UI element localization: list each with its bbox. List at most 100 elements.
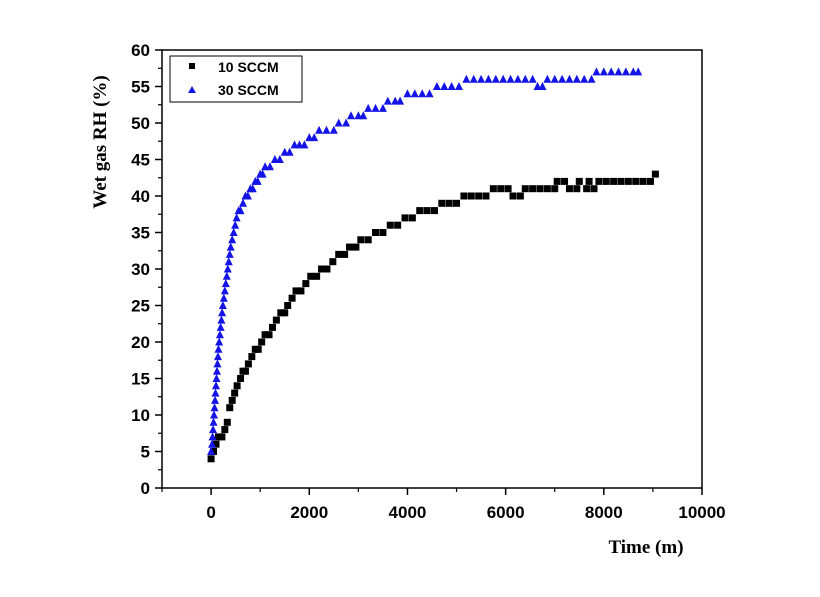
data-point-triangle (614, 67, 623, 76)
data-point-triangle (396, 96, 405, 105)
y-tick-labels: 0 5 10 15 20 25 30 35 40 45 50 55 60 (131, 41, 150, 498)
data-point-square (646, 177, 654, 185)
data-point-square (453, 199, 461, 207)
data-point-square (223, 418, 231, 426)
y-tick-label: 45 (131, 151, 150, 170)
data-point-triangle (225, 249, 234, 258)
data-point-triangle (462, 74, 471, 83)
data-point-triangle (236, 206, 245, 215)
data-point-square (210, 448, 218, 455)
data-point-triangle (432, 82, 441, 90)
data-point-square (408, 214, 416, 222)
data-point-square (482, 192, 490, 200)
data-point-triangle (469, 74, 478, 83)
data-point-triangle (258, 169, 267, 178)
data-point-triangle (215, 337, 224, 346)
data-point-triangle (300, 140, 309, 149)
data-point-triangle (334, 118, 343, 127)
y-tick-label: 40 (131, 187, 150, 206)
plot-frame (161, 49, 703, 489)
data-point-square (575, 177, 583, 185)
data-point-square (341, 250, 349, 258)
data-point-triangle (621, 67, 630, 76)
data-point-square (475, 192, 483, 200)
data-point-triangle (447, 82, 456, 90)
data-point-square (268, 323, 276, 331)
x-tick-label: 2000 (290, 503, 328, 522)
data-point-triangle (212, 381, 220, 390)
x-tick-label: 0 (206, 503, 215, 522)
data-point-triangle (378, 103, 387, 112)
x-tick-label: 10000 (678, 503, 725, 522)
data-point-square (265, 331, 273, 339)
data-point-triangle (634, 67, 643, 76)
data-point-triangle (491, 74, 500, 83)
data-point-square (313, 272, 321, 280)
data-point-square (323, 265, 331, 273)
series-2 (207, 67, 643, 455)
data-point-triangle (207, 447, 216, 455)
data-point-triangle (220, 286, 229, 295)
data-point-triangle (607, 67, 616, 76)
data-point-triangle (538, 82, 547, 90)
data-point-square (352, 243, 360, 251)
data-point-triangle (223, 264, 232, 273)
data-point-triangle (580, 74, 589, 83)
data-point-square (509, 192, 517, 200)
data-point-square (218, 433, 226, 441)
data-point-triangle (219, 293, 228, 302)
series-1 (207, 170, 659, 463)
data-point-triangle (285, 147, 294, 156)
data-point-triangle (484, 74, 493, 83)
legend-label-series-2: 30 SCCM (218, 82, 279, 98)
data-point-square (357, 236, 365, 244)
data-point-triangle (211, 388, 220, 397)
data-point-square (364, 236, 372, 244)
y-axis-title: Wet gas RH (%) (90, 75, 111, 209)
data-point-square (529, 185, 537, 193)
data-point-triangle (275, 155, 284, 163)
data-point-triangle (224, 257, 233, 266)
data-point-square (248, 353, 256, 361)
legend-marker-square-icon (189, 63, 195, 69)
data-point-triangle (550, 74, 559, 83)
data-point-square (595, 177, 603, 185)
data-point-square (233, 382, 241, 390)
data-point-triangle (543, 74, 552, 83)
y-tick-label: 25 (131, 297, 150, 316)
data-point-square (423, 207, 431, 215)
data-point-square (244, 360, 252, 368)
data-point-square (497, 185, 505, 193)
data-point-square (372, 229, 380, 236)
data-point-triangle (521, 74, 530, 83)
data-point-triangle (599, 67, 608, 76)
x-axis-title: Time (m) (608, 537, 683, 558)
data-point-square (632, 177, 640, 185)
data-point-triangle (403, 89, 412, 98)
data-point-square (207, 455, 215, 463)
data-point-triangle (513, 74, 522, 83)
data-point-triangle (213, 359, 222, 368)
data-point-square (292, 287, 300, 295)
data-point-square (254, 345, 262, 353)
data-point-square (329, 258, 337, 266)
data-point-square (516, 192, 524, 200)
data-point-triangle (221, 279, 230, 288)
data-point-triangle (253, 176, 262, 185)
data-point-square (585, 177, 593, 185)
x-tick-labels: 0 2000 4000 6000 8000 10000 (206, 503, 725, 522)
data-point-square (228, 396, 236, 404)
data-point-square (573, 185, 581, 193)
data-point-square (346, 243, 354, 251)
data-point-square (281, 309, 289, 317)
data-point-square (221, 426, 229, 434)
data-point-triangle (310, 133, 319, 142)
data-point-square (536, 185, 544, 193)
data-point-triangle (322, 125, 331, 134)
data-point-triangle (216, 322, 225, 331)
legend-label-series-1: 10 SCCM (218, 59, 279, 75)
data-point-square (261, 331, 269, 339)
data-point-square (583, 185, 591, 193)
data-point-square (553, 177, 561, 185)
data-point-triangle (371, 103, 380, 112)
